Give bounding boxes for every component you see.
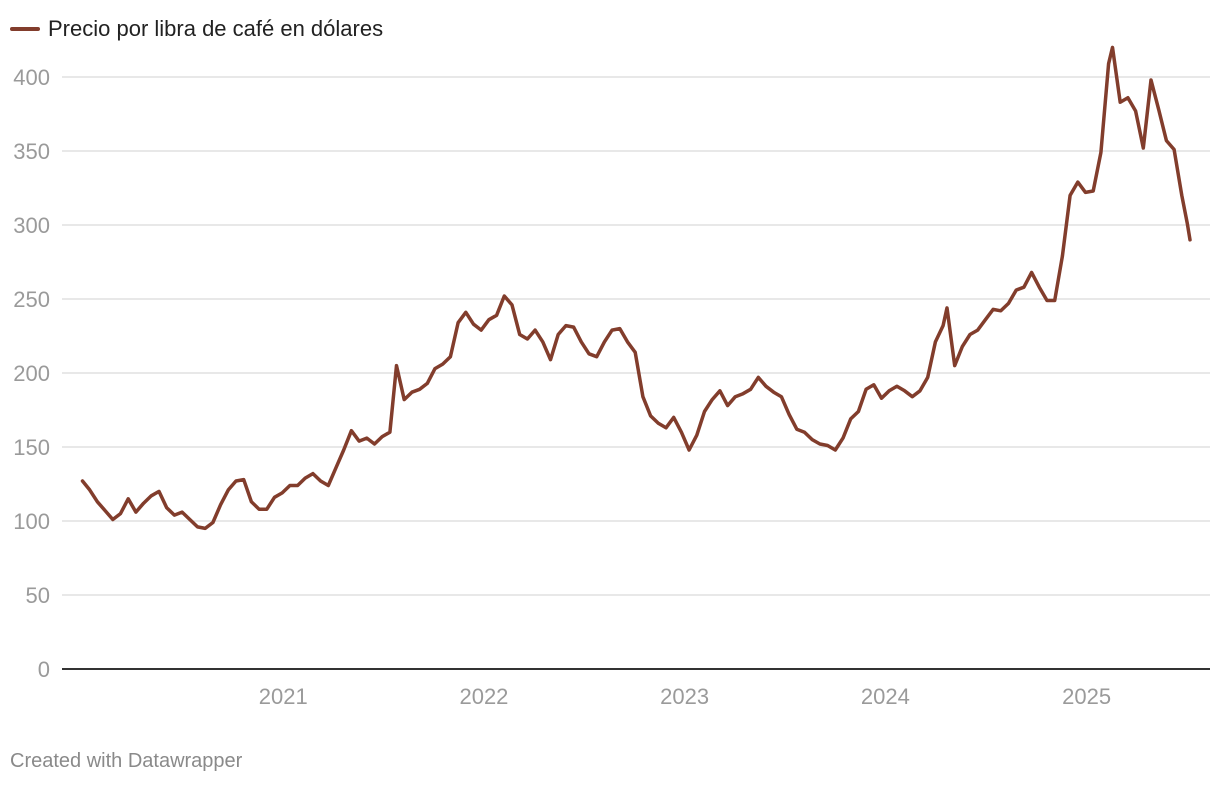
- x-tick-label: 2021: [259, 684, 308, 709]
- y-tick-label: 50: [26, 583, 50, 608]
- y-axis-tick-labels: 0 50 100 150 200 250 300 350 400: [13, 65, 50, 682]
- y-tick-label: 100: [13, 509, 50, 534]
- y-tick-label: 150: [13, 435, 50, 460]
- series-layer: [80, 45, 1192, 531]
- y-tick-label: 300: [13, 213, 50, 238]
- y-tick-label: 250: [13, 287, 50, 312]
- legend-label: Precio por libra de café en dólares: [48, 16, 384, 41]
- y-tick-label: 350: [13, 139, 50, 164]
- gridlines: [62, 76, 1210, 596]
- x-tick-label: 2022: [459, 684, 508, 709]
- x-tick-label: 2024: [861, 684, 910, 709]
- datawrapper-credit: Created with Datawrapper: [10, 750, 243, 772]
- x-tick-label: 2023: [660, 684, 709, 709]
- y-tick-label: 400: [13, 65, 50, 90]
- series-line-coffee-price: [80, 45, 1192, 531]
- y-tick-label: 200: [13, 361, 50, 386]
- legend-line-swatch: [10, 27, 40, 31]
- y-tick-label: 0: [38, 657, 50, 682]
- x-tick-label: 2025: [1062, 684, 1111, 709]
- legend: Precio por libra de café en dólares: [10, 16, 383, 42]
- x-axis-tick-labels: 2021 2022 2023 2024 2025: [259, 684, 1111, 709]
